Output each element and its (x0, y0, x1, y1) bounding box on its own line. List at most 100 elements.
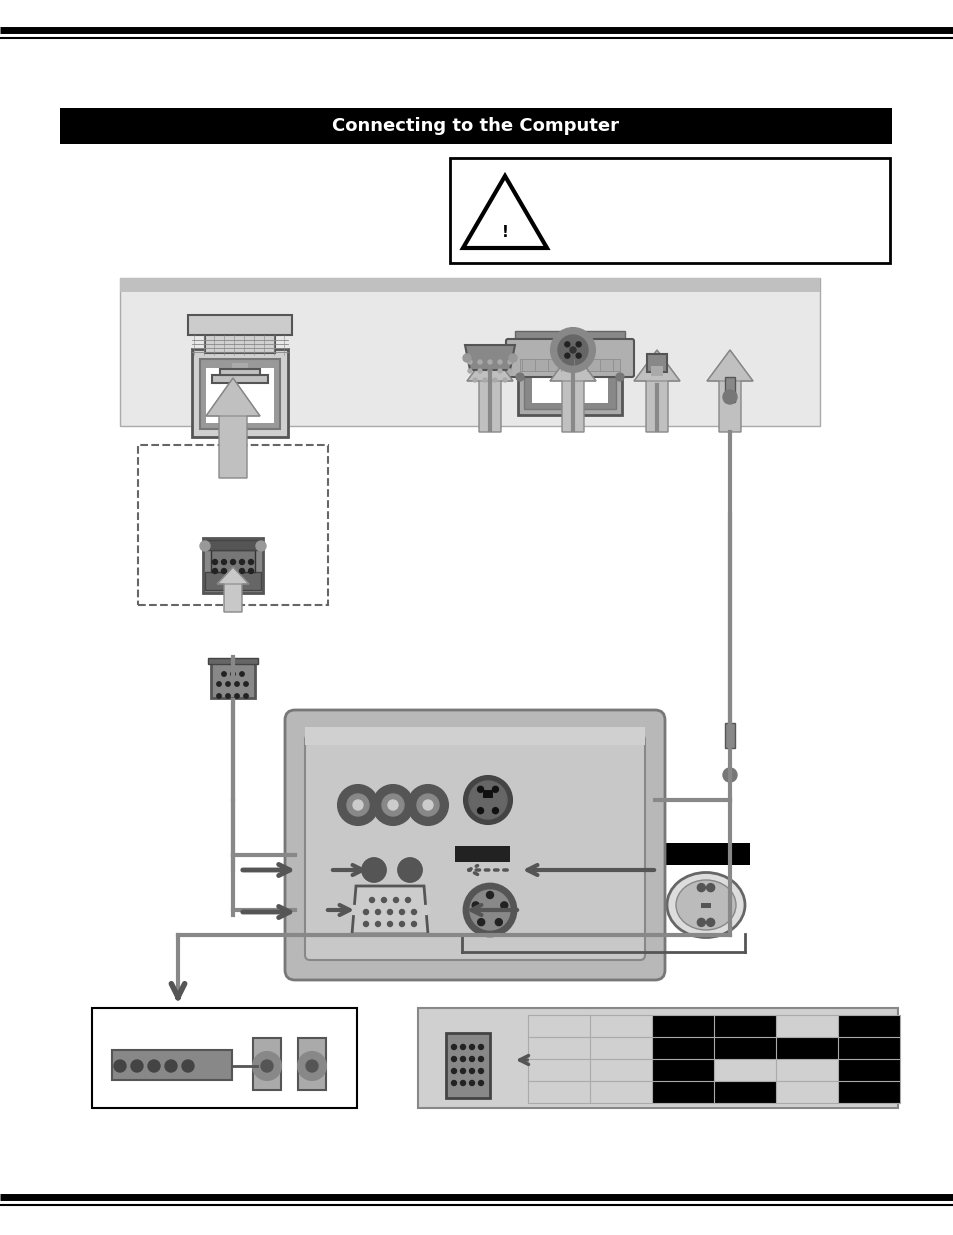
Circle shape (397, 858, 421, 882)
Circle shape (497, 359, 501, 364)
Circle shape (477, 808, 483, 814)
Bar (561, 382, 583, 432)
Bar (211, 550, 254, 572)
Bar (837, 1037, 899, 1058)
Circle shape (477, 369, 481, 373)
Bar (455, 846, 510, 862)
Circle shape (361, 858, 386, 882)
Circle shape (569, 347, 576, 353)
Circle shape (497, 369, 501, 373)
Circle shape (469, 1056, 474, 1062)
Circle shape (722, 768, 737, 782)
Circle shape (472, 902, 478, 909)
Circle shape (478, 1045, 483, 1050)
Bar (192, 350, 288, 437)
Bar (651, 1015, 713, 1037)
Circle shape (495, 919, 502, 926)
Bar (713, 1037, 775, 1058)
Circle shape (469, 1081, 474, 1086)
Circle shape (306, 1060, 317, 1072)
Bar (446, 1032, 490, 1098)
Polygon shape (216, 567, 249, 584)
Bar (478, 382, 500, 432)
Circle shape (353, 800, 363, 810)
Circle shape (477, 787, 483, 793)
Bar (120, 278, 820, 291)
Circle shape (363, 909, 368, 914)
Circle shape (408, 785, 448, 825)
Polygon shape (464, 345, 515, 370)
Circle shape (416, 794, 438, 816)
Circle shape (469, 1068, 474, 1073)
Circle shape (234, 694, 239, 698)
Circle shape (397, 858, 421, 882)
Circle shape (200, 541, 210, 551)
Circle shape (469, 781, 506, 819)
Bar (651, 1058, 713, 1081)
Circle shape (507, 910, 512, 915)
Circle shape (234, 682, 239, 687)
Bar (655, 844, 749, 864)
Circle shape (616, 373, 623, 382)
Circle shape (399, 909, 404, 914)
Bar (224, 584, 242, 613)
Bar (556, 351, 583, 363)
Circle shape (421, 905, 430, 914)
Circle shape (231, 568, 235, 573)
Bar (205, 329, 274, 353)
Bar (700, 903, 710, 908)
Circle shape (393, 898, 398, 903)
Circle shape (492, 787, 497, 793)
Circle shape (226, 694, 230, 698)
Circle shape (387, 921, 392, 926)
Circle shape (213, 568, 217, 573)
Circle shape (507, 369, 512, 373)
Bar (120, 278, 820, 426)
Circle shape (477, 919, 484, 926)
Polygon shape (464, 883, 533, 927)
Ellipse shape (583, 881, 643, 930)
Bar (837, 1015, 899, 1037)
Bar (297, 1037, 326, 1091)
Bar (60, 107, 891, 144)
Bar (713, 1015, 775, 1037)
Circle shape (493, 378, 497, 382)
Circle shape (368, 864, 379, 876)
Bar (608, 903, 618, 908)
Circle shape (363, 921, 368, 926)
Circle shape (605, 883, 613, 892)
Bar (205, 572, 261, 590)
Circle shape (488, 369, 492, 373)
Circle shape (113, 1060, 126, 1072)
Bar (253, 1037, 281, 1091)
Bar (523, 346, 616, 409)
Circle shape (516, 373, 523, 382)
Circle shape (576, 353, 580, 358)
Text: !: ! (501, 225, 508, 240)
Circle shape (697, 883, 704, 892)
Circle shape (387, 909, 392, 914)
Polygon shape (634, 350, 679, 382)
Circle shape (469, 1045, 474, 1050)
Circle shape (297, 1052, 326, 1079)
Circle shape (482, 378, 486, 382)
Circle shape (221, 559, 226, 564)
Circle shape (131, 1060, 143, 1072)
Bar (837, 1081, 899, 1103)
FancyBboxPatch shape (285, 710, 664, 981)
Bar (517, 340, 621, 415)
Circle shape (375, 909, 380, 914)
Bar (232, 363, 248, 382)
Circle shape (255, 541, 266, 551)
Bar (205, 540, 261, 550)
Circle shape (349, 905, 358, 914)
Circle shape (485, 910, 490, 915)
Bar (719, 382, 740, 432)
Circle shape (405, 898, 410, 903)
Circle shape (614, 919, 622, 926)
Circle shape (373, 785, 413, 825)
Bar (452, 844, 546, 864)
Bar (417, 1008, 897, 1108)
Bar (206, 368, 274, 424)
Bar (473, 893, 524, 919)
